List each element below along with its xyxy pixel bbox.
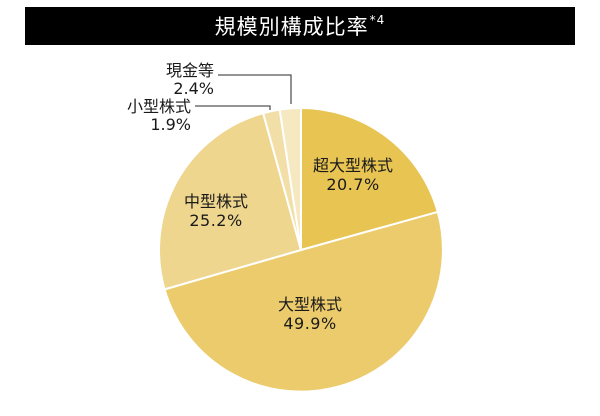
slice-label-small-cap: 小型株式 1.9%	[126, 97, 191, 134]
slice-label-cash: 現金等 2.4%	[165, 61, 214, 98]
slice-label-mid-cap: 中型株式 25.2%	[183, 192, 248, 230]
leader-line-cash	[218, 74, 292, 104]
chart-title-text: 規模別構成比率	[214, 15, 369, 39]
slice-label-large-cap: 大型株式 49.9%	[277, 295, 342, 333]
chart-title: 規模別構成比率 *4	[25, 7, 575, 45]
chart-title-footnote: *4	[369, 13, 386, 27]
slice-large-cap	[163, 210, 444, 393]
slice-label-super-large-cap: 超大型株式 20.7%	[312, 156, 393, 194]
slice-super-large-cap	[300, 107, 439, 251]
slice-cash	[278, 107, 302, 251]
slice-mid-cap	[158, 112, 302, 291]
leader-line-small-cap	[195, 105, 271, 110]
pie-slices	[158, 107, 444, 393]
